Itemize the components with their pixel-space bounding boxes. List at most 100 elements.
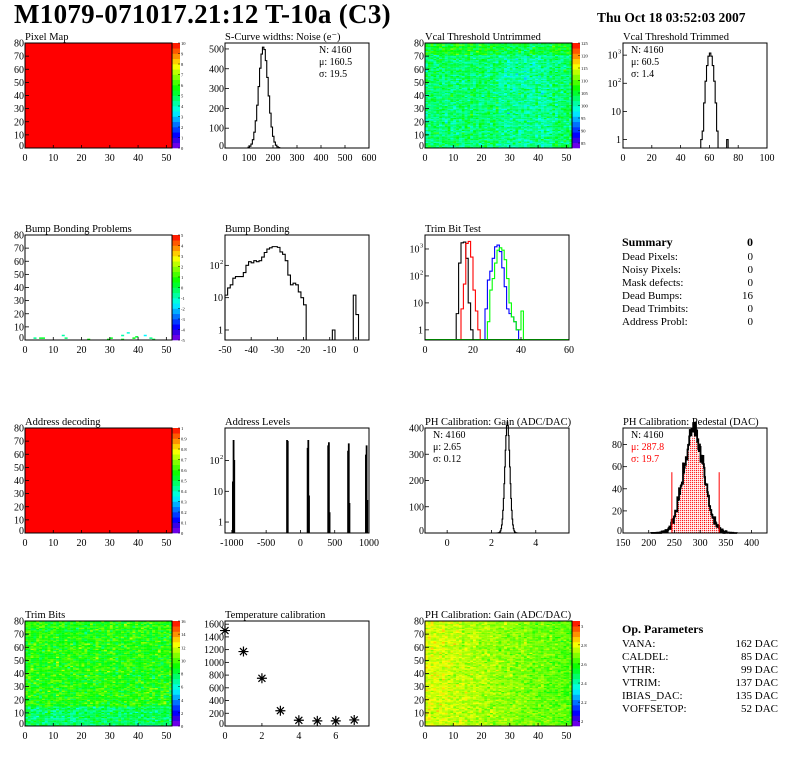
heatmap-cell	[439, 111, 443, 113]
heatmap-cell	[456, 127, 460, 129]
color-bar-band	[172, 245, 180, 252]
heatmap-cell	[456, 137, 460, 139]
heatmap-cell	[538, 90, 542, 92]
heatmap-cell	[433, 102, 437, 104]
heatmap-cell	[549, 95, 553, 97]
heatmap-cell	[538, 77, 542, 79]
color-bar-band	[172, 454, 180, 460]
heatmap-cell	[512, 65, 516, 67]
heatmap-cell	[453, 144, 457, 146]
heatmap-cell	[433, 81, 437, 83]
heatmap-cell	[467, 123, 471, 125]
heatmap-cell	[87, 723, 91, 725]
heatmap-cell	[481, 99, 485, 101]
heatmap-cell	[526, 115, 530, 117]
heatmap-cell	[532, 130, 536, 133]
heatmap-cell	[540, 81, 544, 83]
heatmap-cell	[495, 117, 499, 120]
heatmap-cell	[433, 83, 437, 86]
heatmap-cell	[518, 54, 522, 57]
heatmap-cell	[566, 46, 570, 49]
heatmap-cell	[456, 64, 460, 66]
heatmap-cell	[444, 46, 448, 49]
heatmap-cell	[450, 88, 454, 91]
heatmap-cell	[473, 109, 477, 112]
heatmap-cell	[467, 129, 471, 132]
heatmap-cell	[498, 46, 502, 49]
heatmap-cell	[557, 53, 561, 55]
heatmap-cell	[518, 146, 522, 149]
heatmap-cell	[540, 132, 544, 134]
heatmap-cell	[444, 62, 448, 65]
heatmap-cell	[44, 720, 48, 723]
heatmap-cell	[504, 74, 508, 76]
color-bar-band	[172, 491, 180, 497]
heatmap-cell	[523, 129, 527, 132]
heatmap-cell	[518, 117, 522, 120]
heatmap-cell	[521, 141, 525, 143]
y-tick-label: 0	[19, 141, 24, 152]
heatmap-cell	[569, 49, 573, 52]
heatmap-cell	[487, 137, 491, 139]
y-tick-label: 70	[14, 52, 24, 63]
heatmap-cell	[25, 724, 28, 727]
heatmap-cell	[540, 137, 544, 139]
heatmap-cell	[456, 138, 460, 141]
heatmap-cell	[430, 92, 434, 95]
heatmap-cell	[453, 69, 457, 71]
heatmap-cell	[563, 57, 567, 59]
heatmap-cell	[535, 52, 539, 54]
heatmap-cell	[81, 720, 85, 723]
heatmap-cell	[458, 85, 462, 87]
heatmap-cell	[447, 108, 451, 111]
heatmap-cell	[518, 145, 522, 147]
heatmap-cell	[512, 71, 516, 74]
heatmap-cell	[487, 87, 491, 90]
heatmap-cell	[450, 127, 454, 129]
heatmap-cell	[430, 125, 434, 128]
heatmap-cell	[515, 99, 519, 101]
heatmap-cell	[546, 79, 550, 82]
heatmap-cell	[555, 134, 559, 137]
heatmap-cell	[546, 145, 550, 147]
heatmap-cell	[498, 95, 502, 97]
heatmap-cell	[430, 113, 434, 116]
chart-title: Vcal Threshold Untrimmed	[425, 32, 542, 43]
heatmap-cell	[563, 73, 567, 75]
heatmap-cell	[492, 115, 496, 117]
heatmap-cell	[481, 60, 485, 62]
heatmap-cell	[478, 64, 482, 66]
heatmap-cell	[478, 127, 482, 129]
heatmap-cell	[560, 146, 564, 149]
heatmap-cell	[490, 146, 493, 149]
heatmap-cell	[484, 87, 488, 90]
heatmap-cell	[506, 117, 510, 120]
heatmap-cell	[555, 128, 559, 130]
heatmap-cell	[555, 112, 559, 115]
heatmap-cell	[495, 65, 499, 67]
heatmap-cell	[523, 130, 527, 133]
heatmap-cell	[569, 43, 573, 45]
heatmap-cell	[427, 125, 431, 128]
x-tick-label: 50	[161, 538, 171, 549]
color-bar-label: 1	[181, 426, 183, 431]
heatmap-cell	[526, 107, 530, 109]
heatmap-cell	[498, 75, 502, 78]
heatmap-cell	[425, 102, 428, 104]
heatmap-cell	[515, 115, 519, 117]
heatmap-cell	[501, 103, 505, 105]
heatmap-cell	[549, 52, 553, 54]
heatmap-cell	[490, 78, 493, 80]
heatmap-cell	[512, 116, 516, 118]
heatmap-cell	[543, 142, 547, 145]
fit-fill-bar	[710, 511, 711, 533]
heatmap-cell	[453, 83, 457, 86]
heatmap-cell	[490, 53, 493, 55]
heatmap-cell	[546, 102, 550, 104]
heatmap-cell	[447, 96, 451, 99]
heatmap-cell	[535, 67, 539, 70]
heatmap-cell	[549, 58, 553, 61]
heatmap-cell	[515, 46, 519, 49]
heatmap-cell	[436, 86, 440, 88]
y-tick-label: 40	[14, 91, 24, 102]
